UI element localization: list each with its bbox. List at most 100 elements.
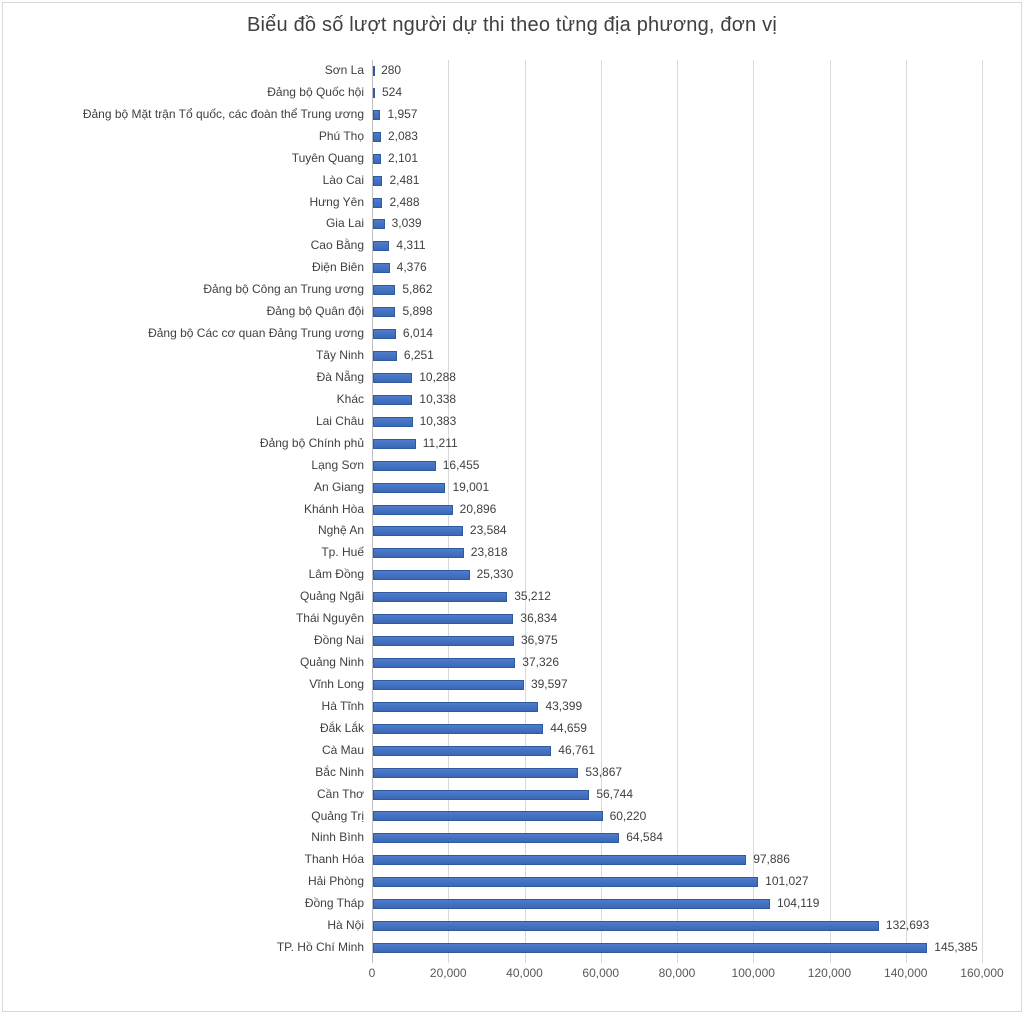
category-label: Bắc Ninh — [315, 764, 364, 779]
bar — [373, 263, 390, 274]
category-label: Đảng bộ Công an Trung ương — [203, 282, 364, 297]
bar — [373, 197, 383, 208]
bar — [373, 855, 747, 866]
category-label: Đảng bộ Các cơ quan Đảng Trung ương — [148, 326, 364, 341]
bar — [373, 570, 470, 581]
gridline — [372, 60, 373, 963]
category-label: An Giang — [313, 479, 364, 494]
value-label: 11,211 — [422, 435, 458, 450]
category-label: Đắk Lắk — [319, 720, 364, 735]
bar — [373, 679, 524, 690]
value-label: 39,597 — [530, 676, 568, 691]
x-tick-label: 0 — [368, 966, 376, 980]
value-label: 43,399 — [545, 698, 583, 713]
value-label: 5,898 — [402, 304, 433, 319]
value-label: 4,376 — [396, 260, 427, 275]
x-tick-label: 160,000 — [960, 966, 1004, 980]
gridline — [524, 60, 526, 963]
bar — [373, 899, 770, 910]
bar — [373, 526, 463, 537]
bar — [373, 745, 552, 756]
category-label: Hà Nội — [327, 918, 364, 933]
value-label: 6,014 — [402, 326, 433, 341]
x-tick-label: 60,000 — [582, 966, 620, 980]
category-label: Lai Châu — [315, 413, 364, 428]
value-label: 132,693 — [885, 918, 930, 933]
bar — [373, 657, 516, 668]
category-label: Đảng bộ Quân đội — [266, 304, 364, 319]
value-label: 10,383 — [419, 413, 457, 428]
category-label: Lâm Đồng — [308, 567, 364, 582]
bar — [373, 394, 413, 405]
category-label: Điện Biên — [311, 260, 364, 275]
value-label: 60,220 — [609, 808, 647, 823]
bar — [373, 416, 413, 427]
value-label: 23,818 — [470, 545, 508, 560]
value-label: 46,761 — [558, 742, 595, 757]
bar — [373, 65, 375, 76]
value-label: 25,330 — [476, 567, 514, 582]
category-label: Cao Bằng — [310, 238, 364, 253]
category-label: Quảng Ngãi — [299, 589, 364, 604]
bar — [373, 636, 514, 647]
bar — [373, 351, 397, 361]
value-label: 10,338 — [419, 391, 457, 406]
bar — [373, 87, 375, 98]
x-tick-label: 140,000 — [884, 966, 928, 980]
category-label: Ninh Bình — [311, 830, 364, 845]
category-label: Quảng Ninh — [299, 655, 364, 670]
category-label: Đồng Tháp — [304, 896, 364, 911]
category-label: Đồng Nai — [313, 633, 364, 648]
category-label: Lào Cai — [322, 172, 364, 187]
x-tick-label: 100,000 — [731, 966, 775, 980]
value-label: 3,039 — [391, 216, 422, 231]
gridline — [982, 60, 983, 963]
bar — [373, 789, 590, 800]
bar — [373, 833, 620, 844]
category-label: Đà Nẵng — [316, 369, 364, 384]
category-label: Hà Tĩnh — [321, 698, 364, 713]
value-label: 19,001 — [452, 479, 490, 494]
category-label: Thanh Hóa — [304, 852, 364, 867]
category-label: TP. Hồ Chí Minh — [276, 940, 364, 955]
bar — [373, 921, 879, 932]
category-label: Tây Ninh — [315, 348, 364, 363]
bar — [373, 285, 396, 296]
category-label: Khánh Hòa — [303, 501, 364, 516]
value-label: 2,083 — [387, 128, 418, 143]
category-label: Tp. Huế — [321, 545, 364, 560]
value-label: 36,975 — [520, 633, 558, 648]
bar — [373, 767, 579, 778]
category-label: Tuyên Quang — [291, 150, 364, 165]
category-label: Khác — [336, 391, 364, 406]
bar — [373, 438, 416, 449]
bar — [373, 504, 453, 515]
x-tick-label: 40,000 — [506, 966, 543, 980]
bar — [373, 460, 436, 471]
bar — [373, 109, 381, 120]
bar — [373, 811, 603, 822]
category-label: Đảng bộ Quốc hội — [267, 84, 364, 99]
category-label: Đảng bộ Mặt trận Tổ quốc, các đoàn thể T… — [82, 106, 364, 121]
value-label: 5,862 — [402, 282, 433, 297]
value-label: 2,488 — [389, 194, 420, 209]
bar — [373, 614, 514, 625]
value-label: 35,212 — [514, 589, 551, 604]
bar — [373, 175, 383, 186]
gridline — [905, 60, 907, 963]
x-tick-label: 80,000 — [658, 966, 696, 980]
value-label: 280 — [381, 63, 402, 77]
gridline — [677, 60, 678, 963]
value-label: 23,584 — [469, 523, 507, 538]
value-label: 53,867 — [585, 764, 623, 779]
category-label: Hải Phòng — [307, 874, 364, 889]
gridline — [600, 60, 602, 963]
value-label: 1,957 — [387, 106, 418, 121]
value-label: 16,455 — [442, 457, 480, 472]
category-label: Thái Nguyên — [295, 611, 364, 626]
value-label: 145,385 — [934, 940, 978, 955]
category-label: Đảng bộ Chính phủ — [259, 435, 364, 450]
value-label: 37,326 — [522, 655, 559, 670]
